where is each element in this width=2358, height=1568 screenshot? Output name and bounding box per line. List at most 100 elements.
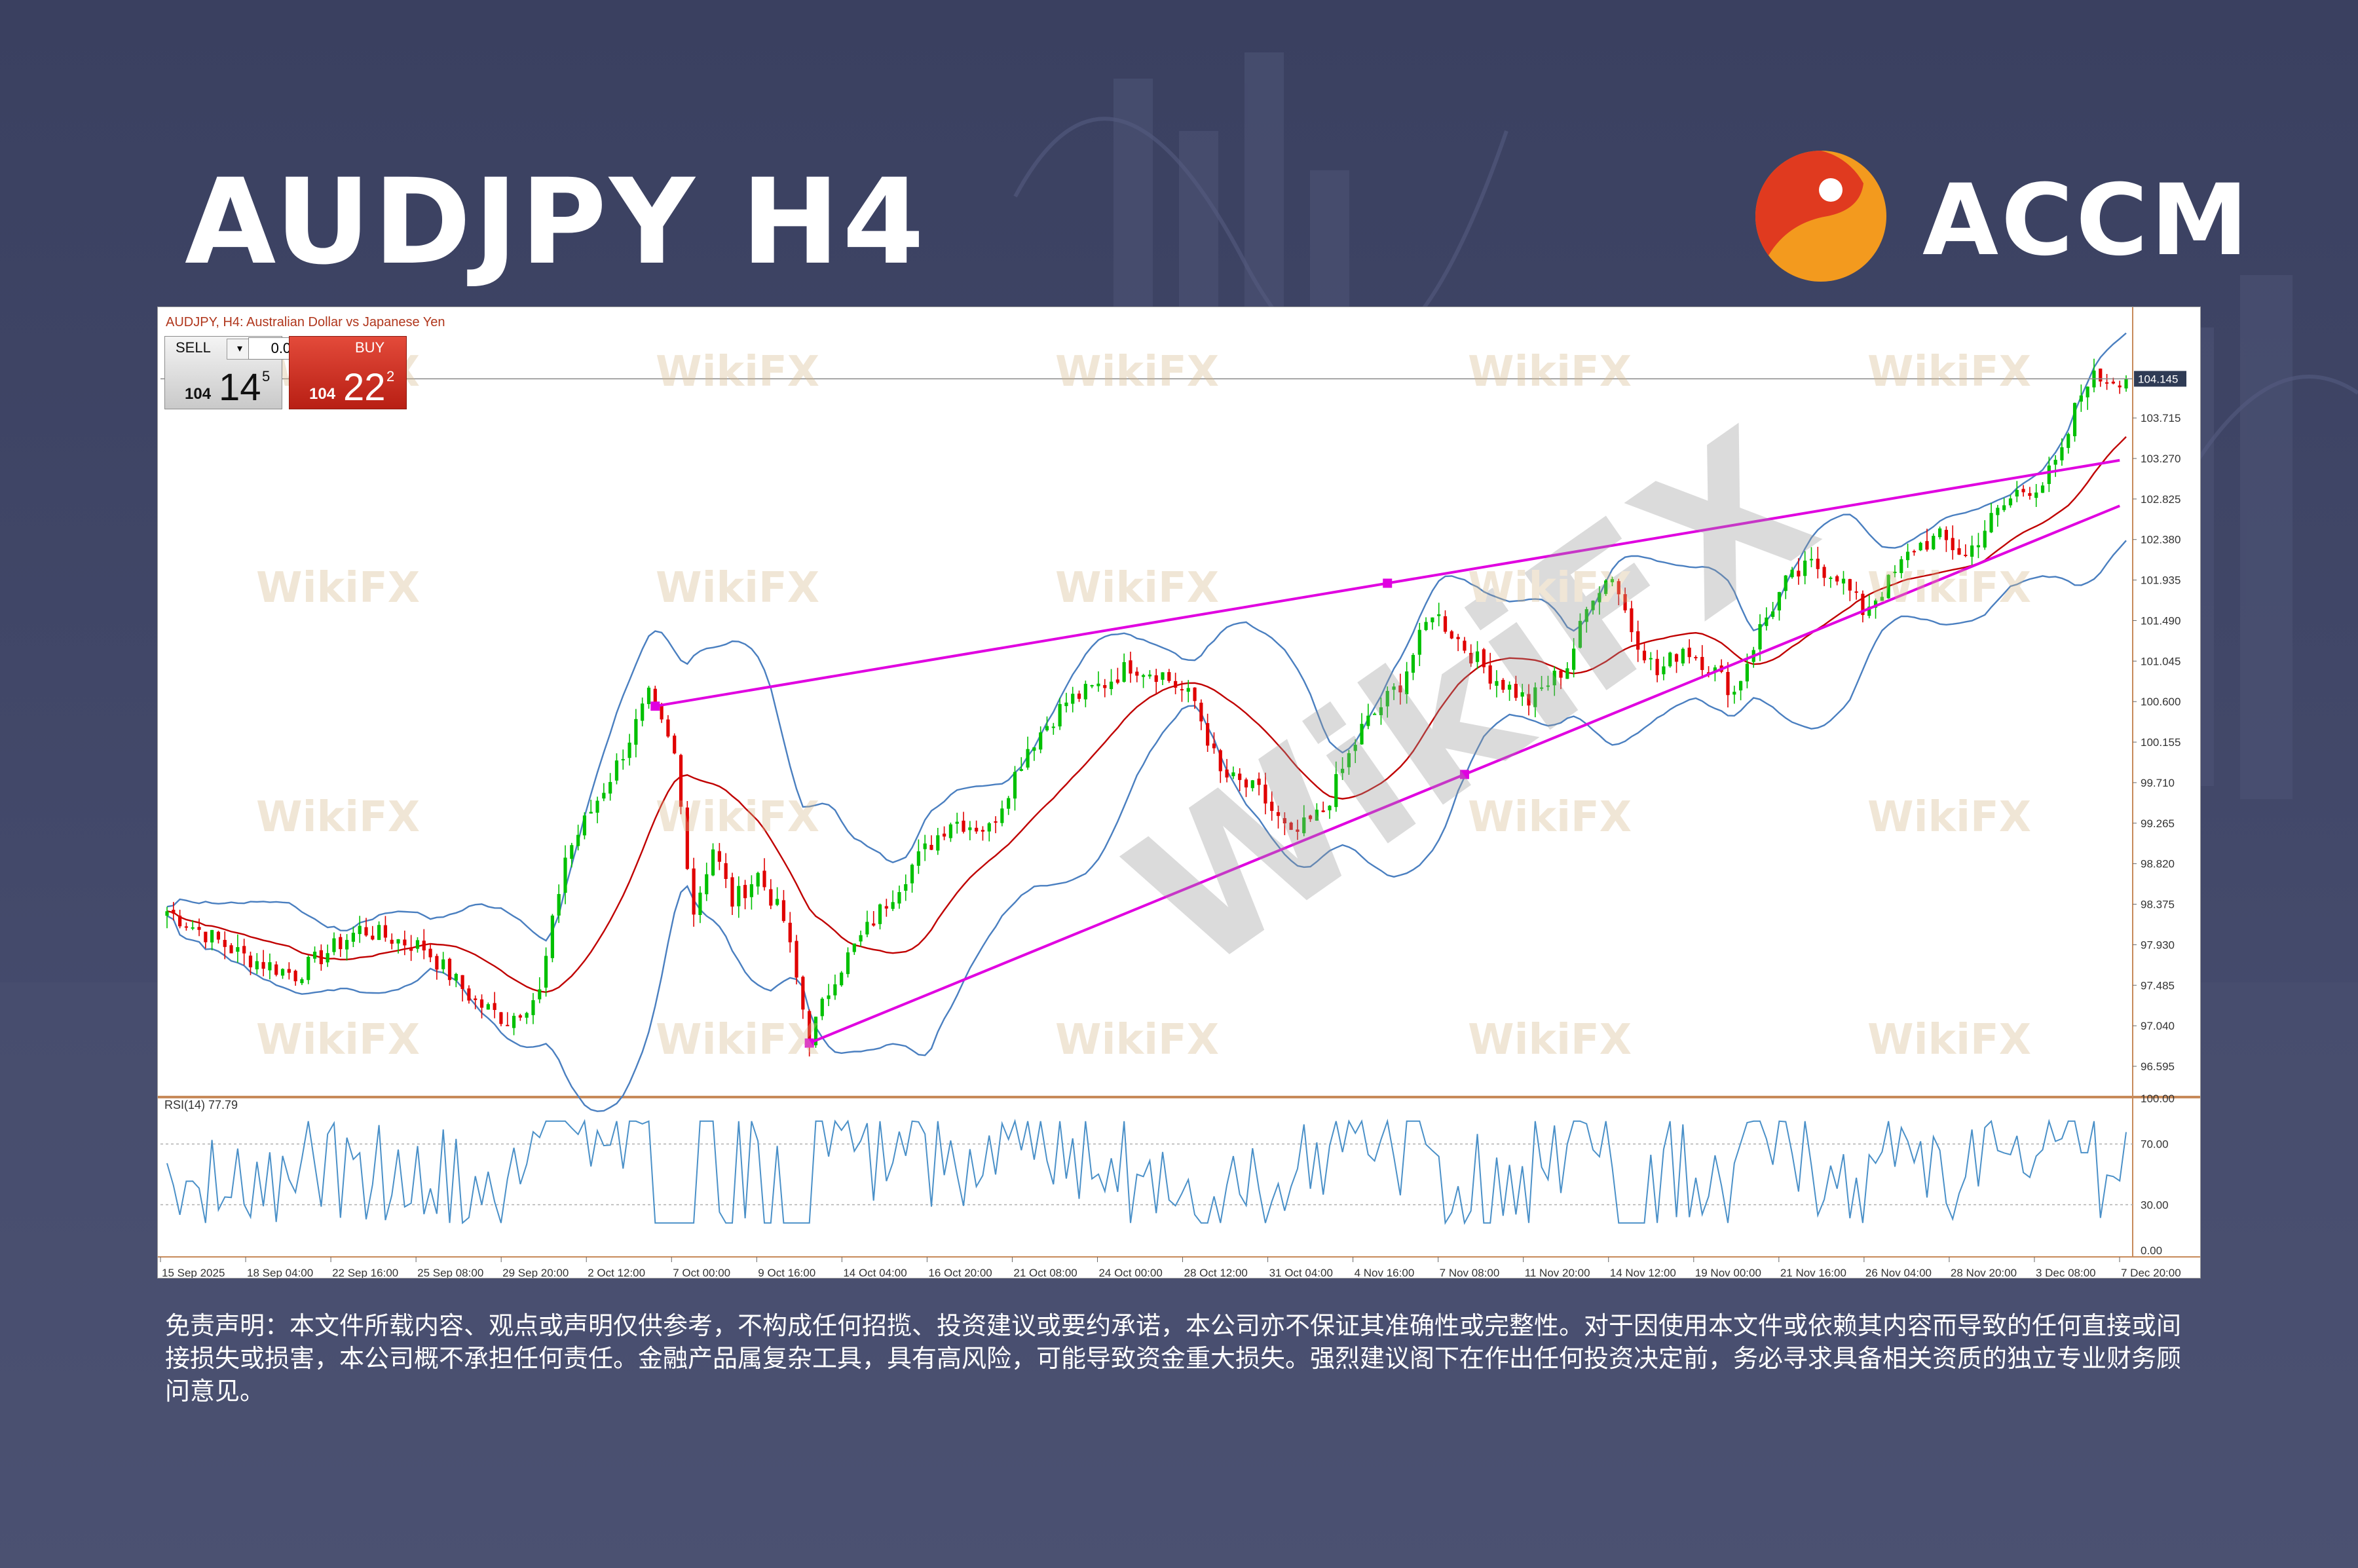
y-tick-label: 103.715 <box>2141 412 2180 424</box>
candle-body <box>801 977 805 1010</box>
candle-body <box>1533 687 1537 707</box>
trendline-handle[interactable] <box>650 701 660 711</box>
trendline-handle[interactable] <box>1383 578 1393 588</box>
wikifx-watermark: WikiFX <box>1468 348 1632 396</box>
candle-body <box>1180 689 1184 691</box>
candle-body <box>1797 570 1801 577</box>
candle-body <box>339 937 343 950</box>
x-tick-label: 2 Oct 12:00 <box>588 1267 645 1278</box>
candle-body <box>717 851 721 862</box>
candle-body <box>300 979 304 984</box>
candle-body <box>1617 581 1620 595</box>
candle-body <box>852 943 856 952</box>
candle-body <box>1989 513 1993 532</box>
candle-body <box>1765 617 1768 626</box>
chart-caption: AUDJPY, H4: Australian Dollar vs Japanes… <box>166 315 445 329</box>
candle-body <box>679 755 683 807</box>
candle-body <box>705 874 709 895</box>
y-tick-label: 97.930 <box>2141 939 2175 951</box>
y-tick-label: 99.710 <box>2141 777 2175 789</box>
candle-body <box>1469 652 1473 663</box>
candle-body <box>1687 647 1691 658</box>
candle-body <box>1983 531 1987 548</box>
wikifx-watermark: WikiFX <box>256 1016 420 1064</box>
candle-body <box>641 703 645 721</box>
buy-price-prefix: 104 <box>309 385 336 403</box>
candle-body <box>1488 665 1492 684</box>
candle-body <box>1803 560 1807 576</box>
candle-body <box>1514 684 1518 698</box>
candle-body <box>460 975 464 990</box>
wikifx-watermark: WikiFX <box>256 564 420 612</box>
candle-body <box>1951 538 1955 550</box>
x-tick-label: 21 Oct 08:00 <box>1013 1267 1077 1278</box>
buy-button[interactable]: BUY 104 22 2 <box>289 336 407 409</box>
candle-body <box>531 1000 535 1015</box>
y-tick-label: 100.155 <box>2141 736 2180 749</box>
candle-body <box>1957 548 1961 555</box>
candle-body <box>479 999 484 1008</box>
candle-body <box>274 964 278 975</box>
wikifx-watermark: WikiFX <box>1867 348 2031 396</box>
bollinger-upper-band <box>166 332 2127 942</box>
candle-body <box>1392 686 1396 690</box>
candle-body <box>422 941 426 951</box>
candle-body <box>1206 723 1210 746</box>
candle-body <box>326 953 329 963</box>
candle-body <box>1186 688 1190 692</box>
candle-body <box>627 742 631 758</box>
candle-body <box>441 959 445 969</box>
candle-body <box>1668 652 1672 667</box>
current-price-marker <box>2134 371 2186 387</box>
candle-body <box>1662 666 1666 675</box>
candle-body <box>1598 593 1601 603</box>
candle-body <box>1706 672 1711 674</box>
candle-body <box>1308 815 1313 819</box>
candle-body <box>795 941 798 978</box>
wikifx-watermark: WikiFX <box>1055 564 1219 612</box>
candle-body <box>216 931 221 940</box>
y-tick-label: 98.820 <box>2141 858 2175 870</box>
candle-body <box>660 705 664 720</box>
candle-body <box>1674 654 1679 662</box>
candle-body <box>1565 668 1569 679</box>
candle-body <box>1334 774 1338 808</box>
candle-body <box>936 835 940 851</box>
chart-canvas: 104.145 103.715 103.270 102.825 102.380 101.9… <box>158 307 2200 1278</box>
candle-body <box>165 911 169 916</box>
y-tick-label: 101.045 <box>2141 655 2180 667</box>
candle-body <box>525 1013 529 1018</box>
candle-body <box>776 899 779 905</box>
candle-body <box>172 910 176 914</box>
candle-body <box>1417 629 1421 655</box>
candle-body <box>1559 671 1563 678</box>
candle-body <box>1122 662 1126 682</box>
candle-body <box>1385 690 1389 707</box>
trendline-handle[interactable] <box>1459 770 1469 779</box>
trendline-handle[interactable] <box>804 1038 814 1048</box>
candle-body <box>1032 747 1036 751</box>
candle-body <box>1077 693 1081 699</box>
candle-body <box>1880 597 1884 601</box>
candle-body <box>981 830 985 832</box>
candle-body <box>923 843 927 849</box>
candle-body <box>467 988 471 1001</box>
candle-body <box>820 998 824 1017</box>
candle-body <box>2124 379 2128 389</box>
candle-body <box>1431 617 1434 623</box>
candle-body <box>582 815 587 836</box>
candle-body <box>673 736 677 754</box>
candle-body <box>1058 703 1062 727</box>
y-tick-label: 100.600 <box>2141 696 2180 708</box>
candle-body <box>1013 772 1017 799</box>
x-tick-label: 16 Oct 20:00 <box>928 1267 992 1278</box>
candle-body <box>1257 778 1261 785</box>
candle-body <box>1282 818 1286 824</box>
x-tick-label: 25 Sep 08:00 <box>417 1267 483 1278</box>
candle-body <box>749 884 753 897</box>
candle-body <box>762 870 766 887</box>
candle-body <box>634 719 638 745</box>
candle-body <box>345 940 349 950</box>
candle-body <box>589 812 593 814</box>
candle-body <box>1019 769 1023 771</box>
